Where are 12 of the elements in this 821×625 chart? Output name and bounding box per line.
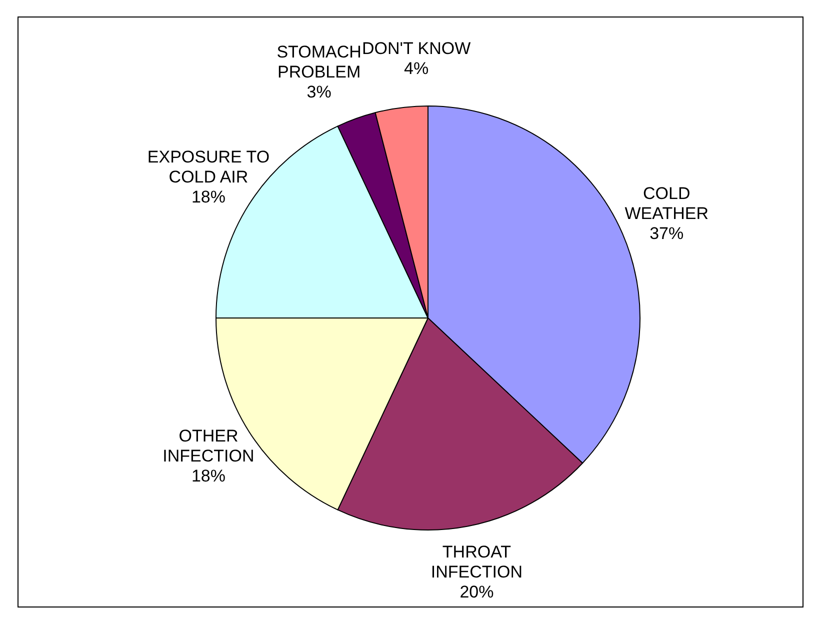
slice-label: OTHER INFECTION (162, 426, 254, 466)
data-label: 18% (191, 466, 226, 486)
slice-label: EXPOSURE TO COLD AIR (147, 148, 270, 188)
slice-label: DON'T KNOW (362, 40, 471, 59)
data-label: 4% (404, 60, 429, 79)
slice-label: THROAT INFECTION (430, 542, 523, 582)
slice-label: COLD WEATHER (624, 184, 708, 224)
data-label: 18% (191, 188, 226, 208)
data-label: 20% (460, 582, 494, 602)
slice-label: STOMACH PROBLEM (276, 42, 362, 82)
data-label: 3% (306, 82, 332, 102)
data-label: 37% (650, 224, 684, 244)
